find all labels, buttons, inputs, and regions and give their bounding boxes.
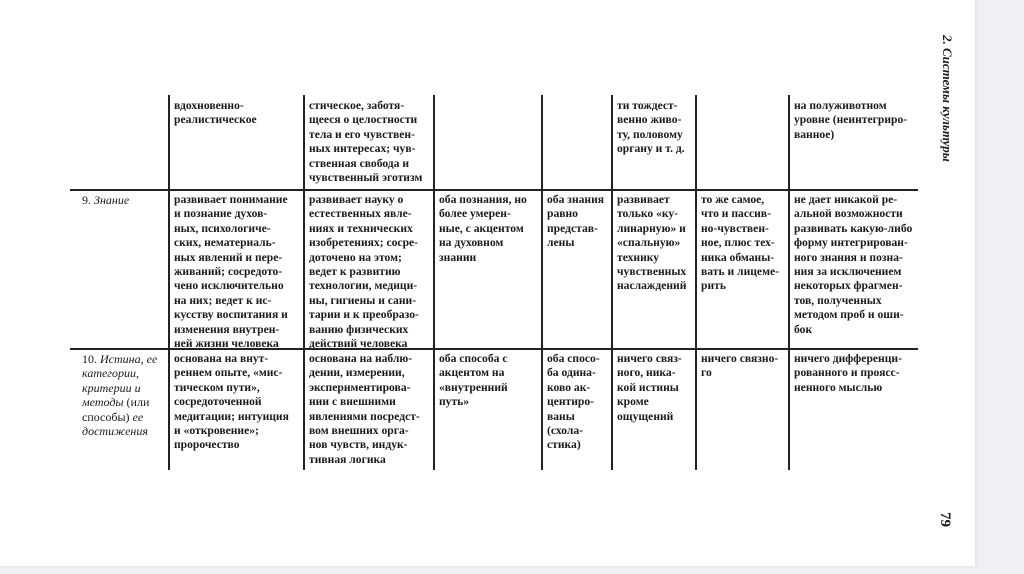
column-divider bbox=[433, 95, 435, 470]
table-cell: оба знания равно представ- лены bbox=[547, 193, 605, 250]
table-cell: основана на внут- реннем опыте, «мис- ти… bbox=[174, 352, 289, 452]
table-cell: вдохновенно- реалистическое bbox=[174, 99, 257, 127]
table-cell: ничего связ- ного, ника- кой истины кром… bbox=[617, 352, 682, 423]
column-divider bbox=[303, 95, 305, 470]
row-label-part: 10. bbox=[82, 352, 100, 366]
row-label: 9. Знание bbox=[78, 193, 129, 207]
row-label-part: ее достижения bbox=[82, 409, 148, 439]
row-divider bbox=[70, 189, 918, 191]
table-cell: оба способа с акцентом на «внутренний пу… bbox=[439, 352, 508, 409]
column-divider bbox=[541, 95, 543, 470]
row-label: 10. Истина, ее категории, критерии и мет… bbox=[78, 352, 157, 438]
table-cell: развивает понимание и познание духов- ны… bbox=[174, 193, 288, 351]
row-label-part: 9. bbox=[82, 193, 94, 207]
table-cell: ничего дифференци- рованного и проясс- н… bbox=[794, 352, 902, 394]
column-divider bbox=[168, 95, 170, 470]
column-divider bbox=[788, 95, 790, 470]
table-cell: не дает никакой ре- альной возможности р… bbox=[794, 193, 913, 336]
row-label-part: Знание bbox=[94, 193, 130, 207]
table-cell: ти тождест- венно живо- ту, половому орг… bbox=[617, 99, 685, 156]
document-page: 2. Системы культуры 79 вдохновенно- реал… bbox=[0, 0, 975, 566]
table-cell: то же самое, что и пассив- но-чувствен- … bbox=[701, 193, 779, 293]
running-head: 2. Системы культуры bbox=[940, 35, 955, 162]
table-cell: оба спосо- ба одина- ково ак- центиро- в… bbox=[547, 352, 600, 452]
table-cell: на полуживотном уровне (неинтегриро- ван… bbox=[794, 99, 908, 141]
table-cell: оба познания, но более умерен- ные, с ак… bbox=[439, 193, 527, 264]
row-divider bbox=[70, 348, 918, 350]
table-cell: основана на наблю- дении, измерении, экс… bbox=[309, 352, 420, 466]
table-cell: развивает науку о естественных явле- ния… bbox=[309, 193, 419, 351]
table-cell: стическое, заботя- щееся о целостности т… bbox=[309, 99, 423, 185]
row-label-part: Истина, ее категории, критерии и методы bbox=[82, 352, 158, 410]
column-divider bbox=[611, 95, 613, 470]
table-cell: ничего связно- го bbox=[701, 352, 779, 380]
page-number: 79 bbox=[937, 512, 953, 527]
row-label-part: (или способы) bbox=[82, 395, 150, 424]
table-cell: развивает только «ку- линарную» и «спаль… bbox=[617, 193, 687, 293]
column-divider bbox=[695, 95, 697, 470]
